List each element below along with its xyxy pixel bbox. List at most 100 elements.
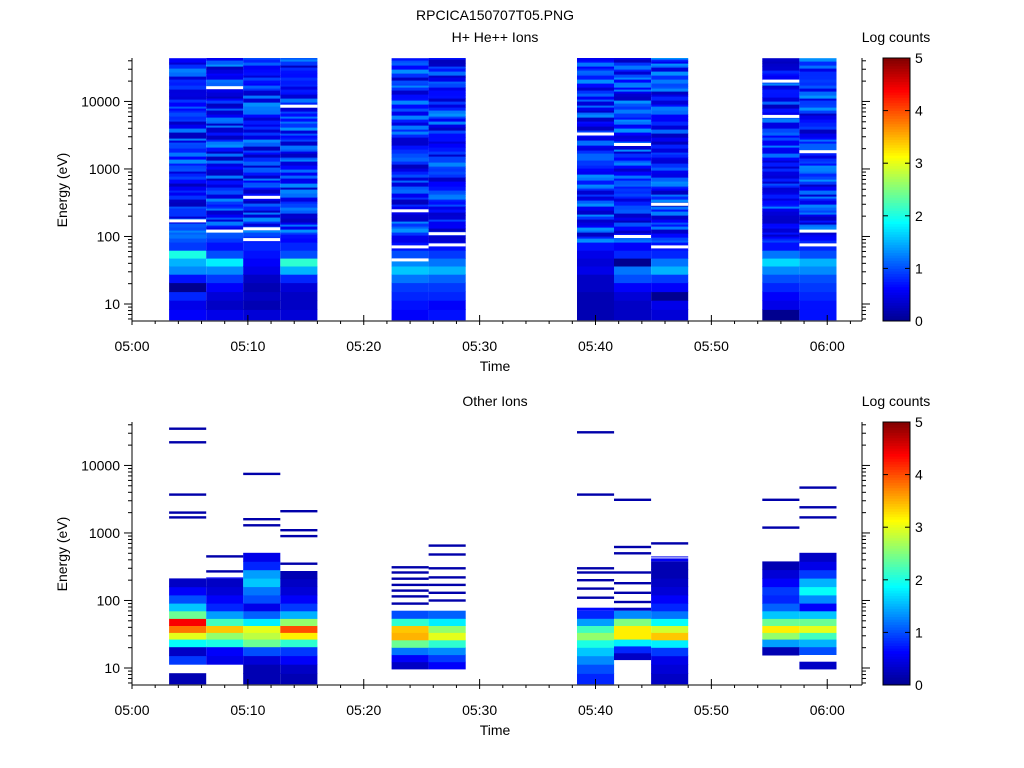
spectrogram-cell — [651, 114, 689, 117]
sparse-count-bin — [614, 571, 652, 574]
spectrogram-cell — [243, 80, 281, 84]
colorbar-segment — [883, 249, 910, 254]
spectrogram-cell — [206, 206, 244, 209]
empty-energy-bin — [651, 202, 689, 206]
spectrogram-cell — [169, 216, 207, 219]
spectrogram-cell — [799, 71, 837, 76]
spectrogram-cell — [799, 632, 837, 640]
spectrogram-cell — [614, 652, 652, 661]
spectrogram-cell — [243, 200, 281, 204]
spectrogram-cell — [428, 219, 466, 222]
spectrogram-cell — [614, 309, 652, 321]
spectrogram-cell — [762, 126, 800, 129]
spectrogram-cell — [762, 265, 800, 275]
colorbar-segment — [883, 542, 910, 547]
spectrogram-cell — [651, 291, 689, 301]
spectrogram-cell — [799, 210, 837, 213]
spectrogram-cell — [243, 161, 281, 166]
spectrogram-cell — [428, 118, 466, 122]
spectrogram-cell — [614, 610, 652, 619]
empty-energy-bin — [243, 195, 281, 199]
spectrogram-cell — [428, 258, 466, 267]
spectrogram-cell — [799, 104, 837, 108]
spectrogram-cell — [577, 222, 615, 226]
spectrogram-cell — [280, 586, 318, 596]
spectrogram-cell — [169, 64, 207, 69]
spectrogram-cell — [577, 117, 615, 122]
spectrogram-cell — [614, 160, 652, 163]
colorbar-segment — [883, 110, 910, 114]
spectrogram-cell — [428, 242, 466, 251]
spectrogram-cell — [614, 106, 652, 110]
sparse-count-bin — [169, 493, 207, 496]
sparse-count-bin — [391, 589, 429, 592]
colorbar-segment — [883, 97, 910, 101]
spectrogram-cell — [206, 98, 244, 101]
colorbar-segment — [883, 60, 910, 64]
spectrogram-cell — [799, 625, 837, 633]
spectrogram-cell — [169, 202, 207, 207]
spectrogram-cell — [169, 212, 207, 217]
spectrogram-cell — [428, 59, 466, 64]
spectrogram-cell — [577, 171, 615, 175]
colorbar-segment — [883, 682, 910, 686]
colorbar-segment — [883, 566, 910, 570]
spectrogram-cell — [762, 242, 800, 251]
spectrogram-cell — [391, 139, 429, 142]
spectrogram-cell — [243, 300, 281, 310]
spectrogram-cell — [280, 161, 318, 166]
spectrogram-cell — [651, 177, 689, 182]
sparse-count-bin — [243, 472, 281, 476]
sparse-count-bin — [428, 599, 466, 602]
spectrogram-cell — [280, 222, 318, 225]
colorbar-segment — [883, 171, 910, 175]
spectrogram-cell — [428, 101, 466, 105]
colorbar-tick-label: 1 — [915, 260, 923, 276]
spectrogram-cell — [651, 91, 689, 95]
spectrogram-cell — [799, 309, 837, 321]
spectrogram-cell — [799, 200, 837, 205]
colorbar-segment — [883, 236, 910, 240]
spectrogram-cell — [280, 201, 318, 204]
spectrogram-cell — [206, 64, 244, 67]
spectrogram-cell — [614, 79, 652, 83]
spectrogram-cell — [577, 225, 615, 228]
spectrogram-cell — [391, 291, 429, 301]
spectrogram-cell — [799, 68, 837, 72]
spectrogram-cell — [169, 291, 207, 301]
colorbar-segment — [883, 432, 910, 436]
spectrogram-cell — [577, 610, 615, 619]
spectrogram-cell — [577, 632, 615, 641]
spectrogram-cell — [243, 58, 281, 60]
colorbar-segment — [883, 564, 910, 568]
colorbar-segment — [883, 645, 910, 649]
spectrogram-cell — [169, 168, 207, 172]
spectrogram-cell — [280, 98, 318, 103]
colorbar-segment — [883, 461, 910, 465]
spectrogram-cell — [799, 155, 837, 159]
spectrogram-cell — [577, 162, 615, 166]
spectrogram-cell — [614, 69, 652, 72]
spectrogram-cell — [428, 206, 466, 210]
spectrogram-cell — [169, 165, 207, 169]
spectrogram-cell — [428, 116, 466, 119]
spectrogram-cell — [651, 58, 689, 60]
colorbar-segment — [883, 131, 910, 135]
spectrogram-cell — [391, 153, 429, 158]
spectrogram-cell — [614, 250, 652, 259]
spectrogram-cell — [280, 121, 318, 124]
spectrogram-cell — [614, 165, 652, 169]
spectrogram-cell — [428, 282, 466, 293]
spectrogram-cell — [651, 215, 689, 220]
spectrogram-cell — [280, 258, 318, 267]
colorbar-segment — [883, 642, 910, 646]
spectrogram-cell — [614, 184, 652, 187]
colorbar-segment — [883, 168, 910, 172]
sparse-count-bin — [206, 555, 244, 558]
spectrogram-cell — [799, 661, 837, 670]
spectrogram-cell — [614, 217, 652, 221]
spectrogram-cell — [762, 149, 800, 154]
spectrogram-cell — [577, 639, 615, 648]
spectrogram-cell — [428, 190, 466, 193]
spectrogram-cell — [651, 199, 689, 203]
